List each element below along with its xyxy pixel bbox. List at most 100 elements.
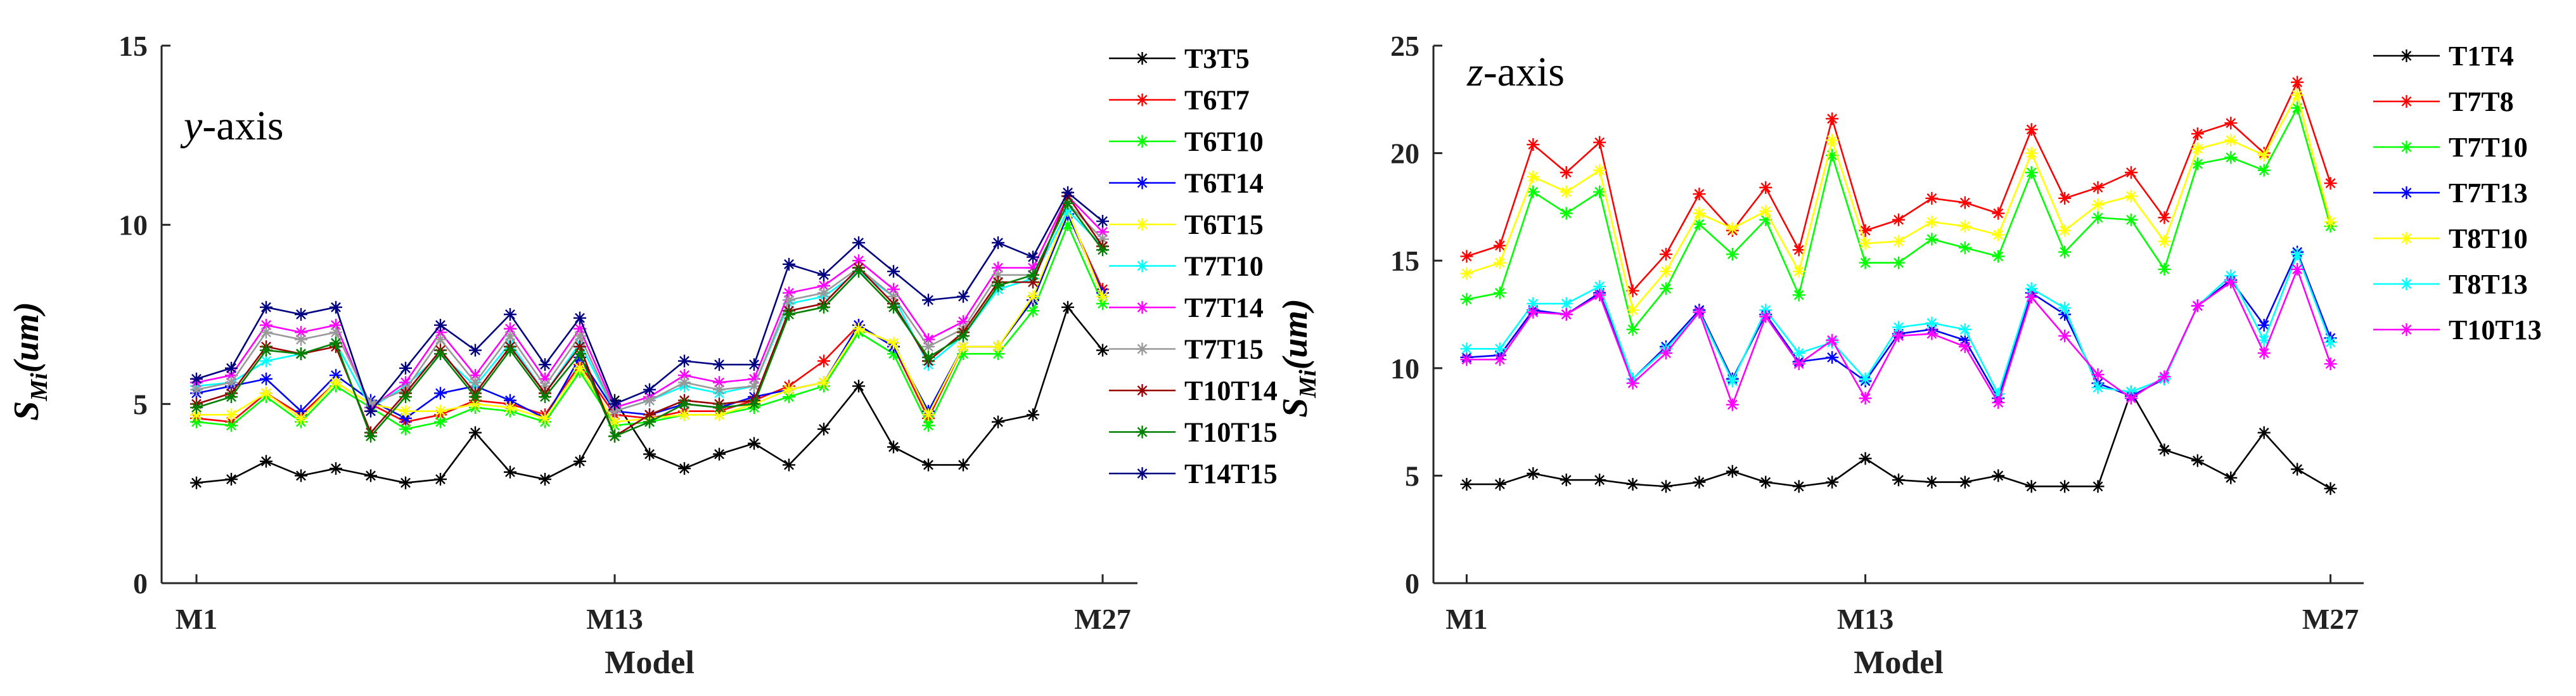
x-tick-label: M13 — [586, 603, 643, 635]
data-point-marker — [364, 397, 377, 411]
data-point-marker — [1660, 347, 1672, 360]
data-point-marker — [330, 462, 342, 475]
y-tick-label: 25 — [1390, 30, 1419, 62]
data-point-marker — [1958, 196, 1971, 209]
data-point-marker — [2058, 191, 2072, 205]
data-point-marker — [364, 430, 377, 443]
data-point-marker — [2191, 142, 2204, 155]
chart-2: 0 5 10 15 20 25 M1 M13 M27 Model SMi(um) z-axis T1T4… — [1276, 30, 2542, 681]
data-point-marker — [225, 361, 238, 375]
legend-marker — [1136, 52, 1149, 65]
data-point-marker — [922, 293, 935, 307]
data-point-marker — [1460, 477, 1473, 491]
data-point-marker — [2058, 224, 2072, 237]
series-T8T10 — [1460, 89, 2337, 317]
data-point-marker — [887, 283, 900, 296]
data-point-marker — [2324, 482, 2337, 495]
data-point-marker — [190, 372, 203, 385]
data-point-marker — [260, 372, 272, 385]
legend-label: T6T14 — [1184, 168, 1264, 199]
legend-label: T7T14 — [1184, 292, 1264, 323]
data-point-marker — [817, 268, 830, 281]
data-point-marker — [1027, 408, 1039, 422]
data-point-marker — [1460, 293, 1473, 306]
data-point-marker — [434, 347, 447, 361]
data-point-marker — [992, 236, 1004, 249]
legend-marker — [1136, 176, 1149, 190]
data-point-marker — [295, 411, 307, 425]
series-T10T15 — [190, 197, 1109, 443]
data-point-marker — [887, 441, 900, 454]
data-point-marker — [2257, 164, 2271, 177]
axis-annotation-text: -axis — [1483, 49, 1565, 95]
y-tick-label: 10 — [1390, 352, 1419, 385]
data-point-marker — [992, 347, 1004, 361]
data-point-marker — [643, 408, 656, 422]
data-point-marker — [225, 419, 238, 432]
data-point-marker — [1560, 297, 1573, 311]
data-point-marker — [295, 347, 307, 361]
data-point-marker — [1527, 297, 1540, 311]
legend-marker — [1136, 259, 1149, 273]
y-tick-label: 15 — [119, 30, 148, 62]
data-point-marker — [2324, 336, 2337, 349]
data-point-marker — [1096, 225, 1109, 238]
data-point-marker — [469, 390, 482, 404]
data-point-marker — [1593, 136, 1606, 149]
data-point-marker — [1859, 392, 1872, 405]
data-point-marker — [1027, 290, 1039, 303]
data-point-marker — [1759, 205, 1772, 218]
data-point-marker — [713, 408, 726, 422]
data-point-marker — [399, 411, 412, 425]
x-tick-label: M27 — [1074, 603, 1131, 635]
data-point-marker — [2291, 101, 2304, 115]
data-point-marker — [504, 394, 516, 407]
data-point-marker — [992, 268, 1004, 281]
data-point-marker — [957, 458, 970, 472]
data-point-marker — [260, 344, 272, 357]
data-point-marker — [2291, 248, 2304, 261]
y-tick-label: 15 — [1390, 245, 1419, 277]
data-point-marker — [783, 390, 795, 404]
data-point-marker — [1726, 398, 1739, 411]
y-axis-title: SMi(um) — [1276, 299, 1321, 418]
data-point-marker — [852, 265, 865, 278]
legend-marker — [2400, 323, 2413, 336]
legend-label: T10T13 — [2449, 314, 2542, 345]
data-point-marker — [469, 369, 482, 382]
y-tick-label: 5 — [133, 388, 148, 420]
data-point-marker — [608, 415, 621, 429]
data-point-marker — [2224, 134, 2238, 147]
data-point-marker — [295, 308, 307, 321]
data-point-marker — [434, 318, 447, 332]
data-point-marker — [2091, 480, 2105, 493]
legend-label: T7T13 — [2449, 177, 2528, 209]
data-point-marker — [225, 473, 238, 486]
data-point-marker — [434, 333, 447, 346]
data-point-marker — [748, 372, 760, 385]
data-point-marker — [608, 404, 621, 418]
data-point-marker — [2058, 480, 2072, 493]
data-point-marker — [1892, 235, 1905, 248]
series-line — [1466, 94, 2331, 311]
data-point-marker — [817, 300, 830, 314]
data-point-marker — [678, 354, 691, 368]
data-point-marker — [1027, 250, 1039, 264]
data-point-marker — [469, 426, 482, 439]
data-point-marker — [817, 422, 830, 435]
data-point-marker — [1660, 282, 1672, 295]
data-point-marker — [330, 376, 342, 389]
legend-marker — [2400, 278, 2413, 290]
data-point-marker — [434, 415, 447, 429]
data-point-marker — [330, 369, 342, 382]
data-point-marker — [957, 290, 970, 303]
data-point-marker — [1493, 256, 1506, 269]
data-point-marker — [1061, 218, 1074, 231]
data-point-marker — [1061, 204, 1074, 217]
data-point-marker — [1892, 213, 1905, 226]
data-point-marker — [643, 415, 656, 429]
data-point-marker — [1096, 215, 1109, 228]
data-point-marker — [434, 473, 447, 486]
data-point-marker — [330, 318, 342, 332]
data-point-marker — [1792, 480, 1805, 493]
